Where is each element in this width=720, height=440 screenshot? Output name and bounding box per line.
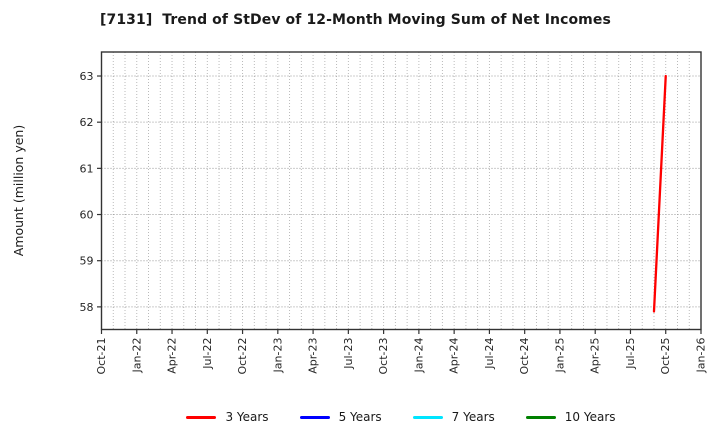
x-tick-label: Jan-23 — [271, 338, 284, 374]
x-tick-label: Oct-24 — [518, 338, 531, 375]
y-tick-label: 59 — [80, 255, 94, 268]
x-tick-label: Jan-26 — [695, 338, 708, 374]
x-tick-label: Jul-25 — [624, 338, 637, 370]
legend-label-3-years: 3 Years — [225, 410, 269, 424]
legend-label-10-years: 10 Years — [564, 410, 616, 424]
legend-label-5-years: 5 Years — [338, 410, 382, 424]
x-tick-label: Oct-22 — [236, 338, 249, 375]
legend-swatch-10-years — [525, 415, 556, 419]
legend-swatch-5-years — [299, 415, 330, 419]
x-tick-label: Jan-22 — [130, 338, 143, 374]
legend-item-10-years: 10 Years — [525, 410, 616, 424]
x-tick-label: Jul-24 — [483, 337, 496, 369]
chart-title: [7131] Trend of StDev of 12-Month Moving… — [100, 12, 611, 28]
y-tick-label: 61 — [80, 162, 94, 175]
y-tick-label: 60 — [80, 209, 94, 222]
legend-item-3-years: 3 Years — [186, 410, 269, 424]
legend-label-7-years: 7 Years — [451, 410, 495, 424]
x-tick-label: Oct-25 — [659, 338, 672, 375]
x-tick-label: Apr-23 — [307, 338, 320, 374]
legend: 3 Years 5 Years 7 Years 10 Years — [101, 404, 701, 430]
x-tick-label: Oct-23 — [377, 338, 390, 375]
y-tick-label: 63 — [80, 70, 94, 83]
x-tick-label: Jul-23 — [342, 338, 355, 370]
x-tick-label: Jan-25 — [553, 338, 566, 374]
x-tick-label: Jul-22 — [201, 338, 214, 370]
x-tick-label: Apr-22 — [166, 338, 179, 374]
x-tick-label: Jan-24 — [412, 338, 425, 374]
plot-border — [100, 51, 702, 331]
x-tick-label: Oct-21 — [95, 338, 108, 375]
legend-swatch-7-years — [412, 415, 443, 419]
legend-item-7-years: 7 Years — [412, 410, 495, 424]
legend-swatch-3-years — [186, 415, 217, 419]
y-tick-label: 58 — [80, 301, 94, 314]
y-tick-label: 62 — [80, 116, 94, 129]
x-tick-label: Apr-24 — [448, 338, 461, 374]
legend-item-5-years: 5 Years — [299, 410, 382, 424]
x-tick-label: Apr-25 — [589, 338, 602, 374]
series-line-3-years — [652, 74, 667, 313]
